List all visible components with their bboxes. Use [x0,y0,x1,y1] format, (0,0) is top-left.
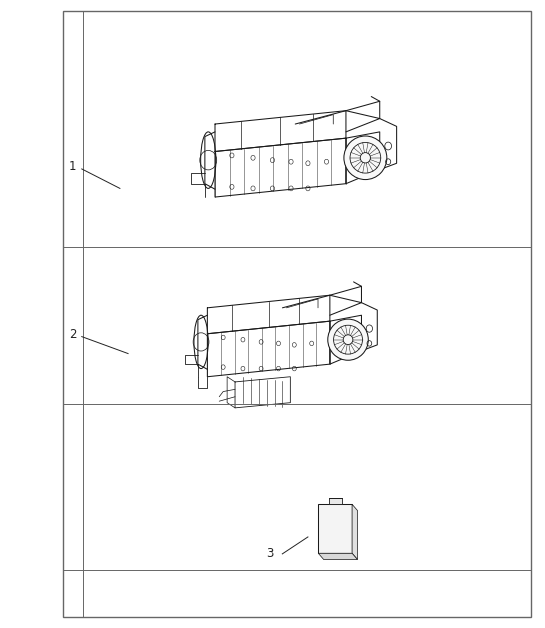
Ellipse shape [328,319,368,360]
Text: 2: 2 [69,328,76,340]
Bar [318,504,352,553]
Bar [63,11,531,617]
Ellipse shape [334,325,362,354]
Ellipse shape [350,143,381,173]
Ellipse shape [360,153,371,163]
Polygon shape [352,504,358,560]
Polygon shape [318,553,358,560]
Text: 3: 3 [266,548,274,560]
Text: 1: 1 [69,160,76,173]
Bar [329,498,342,504]
Ellipse shape [343,335,353,345]
Ellipse shape [344,136,387,180]
